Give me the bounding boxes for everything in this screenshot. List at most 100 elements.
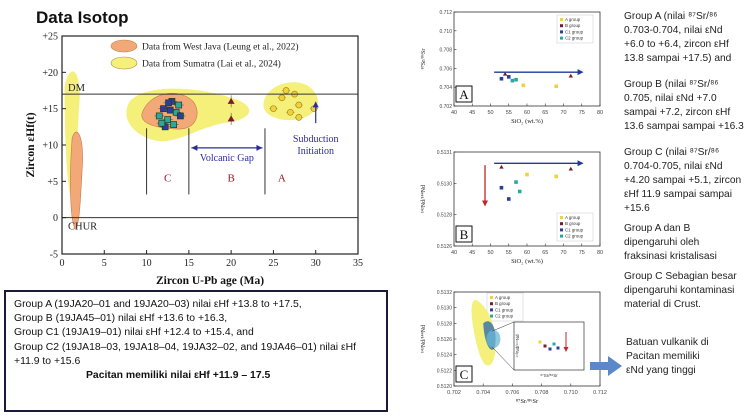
panel-frame (453, 151, 601, 247)
inset-connector (491, 321, 515, 332)
note-group-c-crust: Group C Sebagian besar dipengaruhi kontam… (624, 271, 737, 310)
summary-line-a: Group A (19JA20–01 and 19JA20–03) nilai … (14, 299, 302, 310)
y-axis-label: ⁸⁷Sr/⁸⁶Sr (421, 49, 427, 70)
inset-connector (491, 346, 515, 371)
panel-a-sr-sio2: 40 45 50 55 60 65 70 75 80 0.702 0.704 0.706 0.708 0.… (421, 10, 603, 125)
panel-badge (455, 85, 473, 103)
summary-box: Group A (19JA20–01 and 19JA20–03) nilai … (4, 290, 388, 412)
panel-badge (455, 225, 473, 243)
contamination-arrowhead (482, 200, 489, 207)
point-a-group (525, 172, 529, 177)
note-group-c: Group C (nilai ⁸⁷Sr/⁸⁶ 0.704-0.705, nilai… (624, 147, 742, 214)
y-tick-label: +15 (42, 104, 58, 115)
panel-legend-label: A group (565, 17, 581, 22)
x-tick-label: 70 (560, 110, 566, 116)
summary-line-c2: Group C2 (19JA18–03, 19JA18–04, 19JA32–0… (14, 341, 356, 353)
group-a-point (270, 105, 277, 113)
chur-label: CHUR (68, 222, 97, 233)
note-group-a: Group A (nilai ⁸⁷Sr/⁸⁶ 0.703-0.704, nilai… (624, 11, 732, 64)
volcanic-gap-arrowhead-left (191, 144, 198, 151)
y-tick-label: +25 (42, 32, 58, 43)
callout-text: Batuan vulkanik di Pacitan memiliki εNd ya… (626, 337, 709, 376)
group-label-c: C (164, 172, 171, 184)
x-tick-label: 60 (524, 110, 530, 116)
point-a-group (554, 174, 558, 179)
point-c1-group (506, 75, 511, 79)
legend-label-1: Data from Sumatra (Lai et al., 2024) (142, 59, 281, 70)
y-tick-label: 0.710 (439, 29, 452, 35)
y-tick-label: +20 (42, 68, 58, 79)
x-tick-label: 0 (60, 258, 65, 269)
group-b-point (227, 115, 235, 122)
panel-legend-swatch (560, 30, 563, 34)
panel-legend-swatch (490, 308, 493, 312)
inset-y-label: ¹⁴³Nd/¹⁴⁴Nd (515, 334, 520, 358)
x-tick-label: 80 (597, 250, 603, 256)
point-c1-group (499, 185, 504, 190)
y-tick-label: 0.5132 (437, 290, 453, 296)
panel-legend-label: C2 group (565, 36, 584, 41)
inset-red-arrowhead (563, 347, 569, 352)
x-tick-label: 45 (469, 250, 475, 256)
point-c1-group (499, 76, 504, 81)
group-label-a: A (278, 172, 286, 184)
summary-line-c2-cont: +11.9 to +15.6 (14, 355, 81, 367)
panel-legend-label: A group (565, 215, 581, 220)
callout-arrow (590, 356, 622, 376)
x-tick-label: 0.704 (476, 390, 490, 396)
group-c-point (177, 112, 184, 120)
y-tick-label: 0.5131 (437, 150, 453, 156)
legend-label-0: Data from West Java (Leung et al., 2022) (142, 42, 299, 53)
summary-highlight: Pacitan memiliki nilai εHf +11.9 – 17.5 (86, 370, 271, 382)
panel-badge-label: B (460, 227, 469, 242)
x-tick-label: 40 (451, 250, 457, 256)
sumatra-field-2 (263, 82, 318, 121)
point-b-group (568, 73, 573, 78)
subduction-arrowhead (312, 101, 319, 108)
legend-swatch-0 (110, 39, 138, 53)
y-tick-label: 0.5126 (437, 244, 453, 250)
y-tick-label: 0.5120 (437, 384, 453, 390)
inset-point (548, 347, 552, 351)
y-tick-label: 0.5128 (437, 213, 453, 219)
x-tick-label: 45 (469, 110, 475, 116)
zircon-hf-age-chart: DM CHUR C B A Volcanic Gap SubductionInitiatio… (25, 32, 363, 288)
panel-legend-swatch (560, 222, 563, 226)
x-tick-label: 75 (579, 250, 585, 256)
panel-legend-label: C2 group (495, 314, 514, 319)
group-label-b: B (227, 172, 234, 184)
point-b-group (568, 166, 573, 171)
inset-point (556, 346, 560, 350)
y-tick-label: 0.706 (439, 66, 452, 72)
subduction-label-1: Subduction (293, 134, 339, 145)
trend-arrowhead (577, 160, 584, 167)
inset-point (543, 344, 547, 348)
panel-legend-label: C1 group (565, 29, 584, 34)
x-tick-label: 50 (487, 110, 493, 116)
x-axis-label: SiO₂ (wt.%) (511, 118, 543, 125)
panel-legend-swatch (560, 24, 563, 28)
x-axis-label: ⁸⁷Sr/⁸⁶Sr (516, 398, 539, 405)
y-tick-label: +5 (47, 177, 58, 188)
x-tick-label: 60 (524, 250, 530, 256)
volcanic-gap-arrowhead-right (256, 144, 263, 151)
y-tick-label: 0.5122 (437, 368, 453, 374)
panel-legend-swatch (490, 302, 493, 306)
x-tick-label: 0.710 (564, 390, 578, 396)
inset-x-label: ⁸⁷Sr/⁸⁶Sr (540, 373, 558, 378)
x-tick-label: 0.708 (535, 390, 549, 396)
group-c-point (165, 99, 172, 107)
x-tick-label: 15 (184, 258, 194, 269)
x-tick-label: 0.712 (593, 390, 607, 396)
page-title: Data Isotop (36, 8, 129, 27)
x-axis-label: Zircon U-Pb age (Ma) (156, 275, 264, 287)
x-tick-label: 0.706 (506, 390, 520, 396)
y-tick-label: 0.5130 (437, 306, 453, 312)
group-b-point (227, 97, 235, 104)
group-a-point (295, 114, 303, 121)
y-axis-label: Zircon εHf(t) (25, 112, 37, 177)
panel-c-yellow-field (471, 299, 496, 366)
point-c2-group (514, 77, 518, 82)
inset-frame (513, 321, 585, 371)
